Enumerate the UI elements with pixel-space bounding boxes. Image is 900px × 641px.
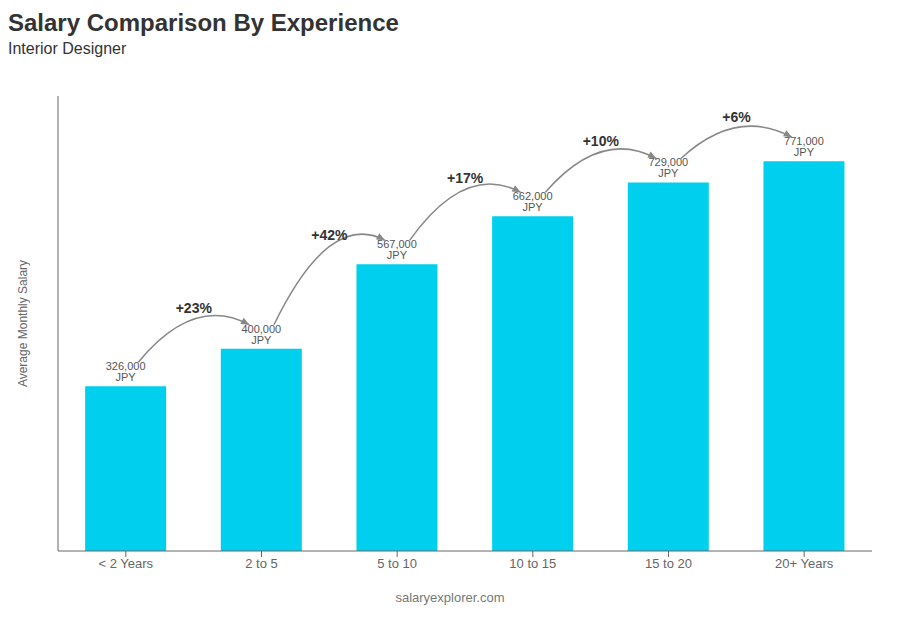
html-text:salaryexplorer.com: salaryexplorer.com	[395, 590, 505, 605]
svg-text:5 to 10: 5 to 10	[377, 556, 417, 571]
svg-text:Average Monthly Salary: Average Monthly Salary	[16, 260, 30, 387]
svg-text:+42%: +42%	[311, 227, 348, 243]
svg-text:567,000JPY: 567,000JPY	[377, 238, 417, 261]
svg-text:2 to 5: 2 to 5	[245, 556, 278, 571]
html-text:Salary Comparison By Experienc: Salary Comparison By Experience	[8, 9, 399, 36]
svg-text:15 to 20: 15 to 20	[645, 556, 692, 571]
svg-text:662,000JPY: 662,000JPY	[513, 190, 553, 213]
svg-text:20+ Years: 20+ Years	[775, 556, 834, 571]
svg-text:+17%: +17%	[447, 170, 484, 186]
svg-text:< 2 Years: < 2 Years	[99, 556, 154, 571]
svg-text:+23%: +23%	[176, 300, 213, 316]
svg-text:+6%: +6%	[722, 109, 751, 125]
svg-text:10 to 15: 10 to 15	[509, 556, 556, 571]
svg-text:+10%: +10%	[583, 133, 620, 149]
svg-text:400,000JPY: 400,000JPY	[241, 323, 281, 346]
html-text:Interior Designer: Interior Designer	[8, 40, 127, 57]
svg-text:771,000JPY: 771,000JPY	[784, 135, 824, 158]
svg-text:729,000JPY: 729,000JPY	[648, 156, 688, 179]
svg-text:326,000JPY: 326,000JPY	[106, 360, 146, 383]
